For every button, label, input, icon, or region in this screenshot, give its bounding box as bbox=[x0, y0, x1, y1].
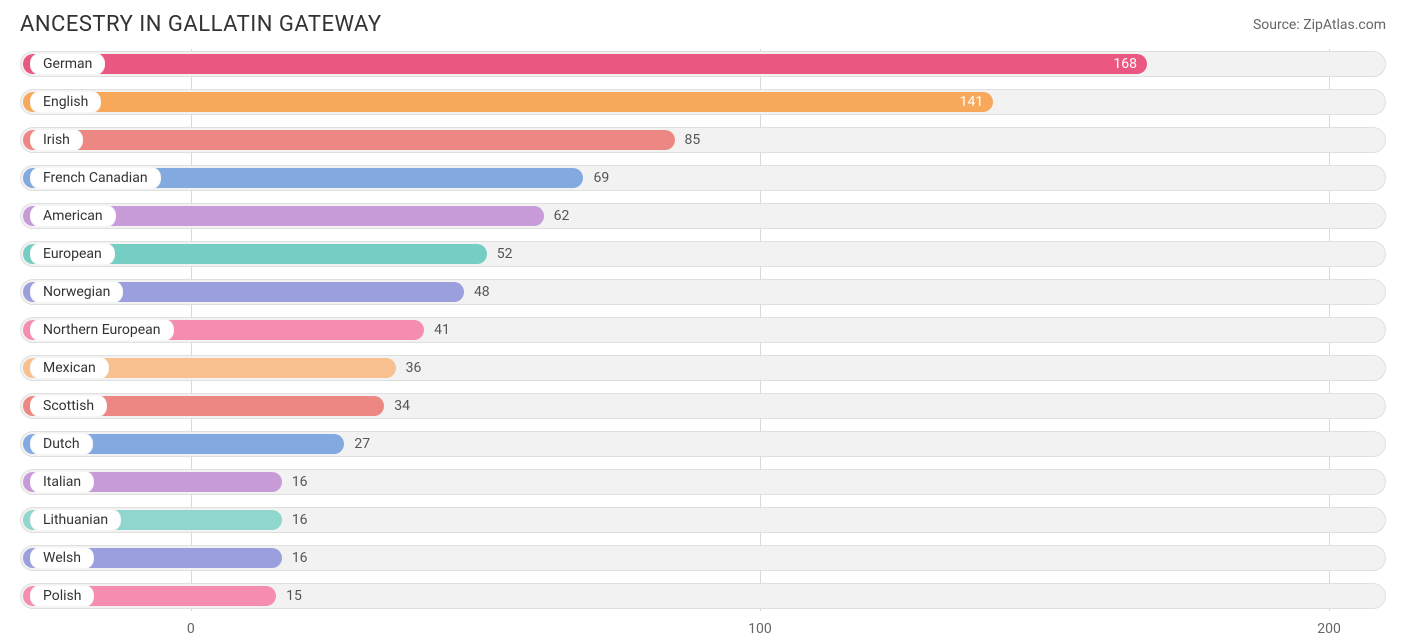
bar-value: 85 bbox=[685, 132, 701, 148]
bar-label: Welsh bbox=[30, 547, 94, 569]
bar-value: 27 bbox=[354, 436, 370, 452]
bar-row: English 141 bbox=[20, 87, 1386, 117]
bar-row: Italian 16 bbox=[20, 467, 1386, 497]
bar-row: Mexican 36 bbox=[20, 353, 1386, 383]
x-axis-tick: 200 bbox=[1317, 621, 1341, 637]
bar-label: Dutch bbox=[30, 433, 93, 455]
bar-label: Polish bbox=[30, 585, 94, 607]
bar-value: 16 bbox=[292, 550, 308, 566]
bar-label: Northern European bbox=[30, 319, 174, 341]
bar-value: 62 bbox=[554, 208, 570, 224]
bar-label: Lithuanian bbox=[30, 509, 121, 531]
bar-row: American 62 bbox=[20, 201, 1386, 231]
bar-value: 52 bbox=[497, 246, 513, 262]
bar-label: English bbox=[30, 91, 101, 113]
bar-value: 69 bbox=[593, 170, 609, 186]
bar-fill bbox=[23, 130, 675, 150]
bar-label: European bbox=[30, 243, 115, 265]
bar-label: Irish bbox=[30, 129, 83, 151]
bar-row: Polish 15 bbox=[20, 581, 1386, 611]
bar-label: Mexican bbox=[30, 357, 109, 379]
bar-value: 168 bbox=[1113, 56, 1137, 72]
bar-fill bbox=[23, 54, 1147, 74]
bar-row: European 52 bbox=[20, 239, 1386, 269]
bar-row: Irish 85 bbox=[20, 125, 1386, 155]
bar-label: Italian bbox=[30, 471, 94, 493]
bar-value: 16 bbox=[292, 512, 308, 528]
bar-label: Scottish bbox=[30, 395, 107, 417]
bars-container: German 168 English 141 Irish 85 French Canadia… bbox=[20, 49, 1386, 611]
bar-row: Dutch 27 bbox=[20, 429, 1386, 459]
bar-label: French Canadian bbox=[30, 167, 161, 189]
bar-label: American bbox=[30, 205, 116, 227]
bar-value: 36 bbox=[406, 360, 422, 376]
bar-value: 41 bbox=[434, 322, 450, 338]
header: ANCESTRY IN GALLATIN GATEWAY Source: Zip… bbox=[0, 0, 1406, 45]
bar-row: Norwegian 48 bbox=[20, 277, 1386, 307]
bar-label: Norwegian bbox=[30, 281, 123, 303]
bar-row: Welsh 16 bbox=[20, 543, 1386, 573]
bar-value: 34 bbox=[394, 398, 410, 414]
bar-row: Northern European 41 bbox=[20, 315, 1386, 345]
x-axis-tick: 100 bbox=[748, 621, 772, 637]
bar-value: 16 bbox=[292, 474, 308, 490]
bar-row: Lithuanian 16 bbox=[20, 505, 1386, 535]
bar-fill bbox=[23, 92, 993, 112]
bar-value: 141 bbox=[960, 94, 984, 110]
bar-row: French Canadian 69 bbox=[20, 163, 1386, 193]
bar-row: Scottish 34 bbox=[20, 391, 1386, 421]
x-axis-tick: 0 bbox=[187, 621, 195, 637]
chart-title: ANCESTRY IN GALLATIN GATEWAY bbox=[20, 12, 382, 37]
source-label: Source: ZipAtlas.com bbox=[1253, 17, 1386, 33]
bar-value: 15 bbox=[286, 588, 302, 604]
chart-area: German 168 English 141 Irish 85 French Canadia… bbox=[0, 45, 1406, 641]
bar-label: German bbox=[30, 53, 105, 75]
x-axis: 0 100 200 bbox=[20, 617, 1386, 641]
bar-value: 48 bbox=[474, 284, 490, 300]
bar-row: German 168 bbox=[20, 49, 1386, 79]
